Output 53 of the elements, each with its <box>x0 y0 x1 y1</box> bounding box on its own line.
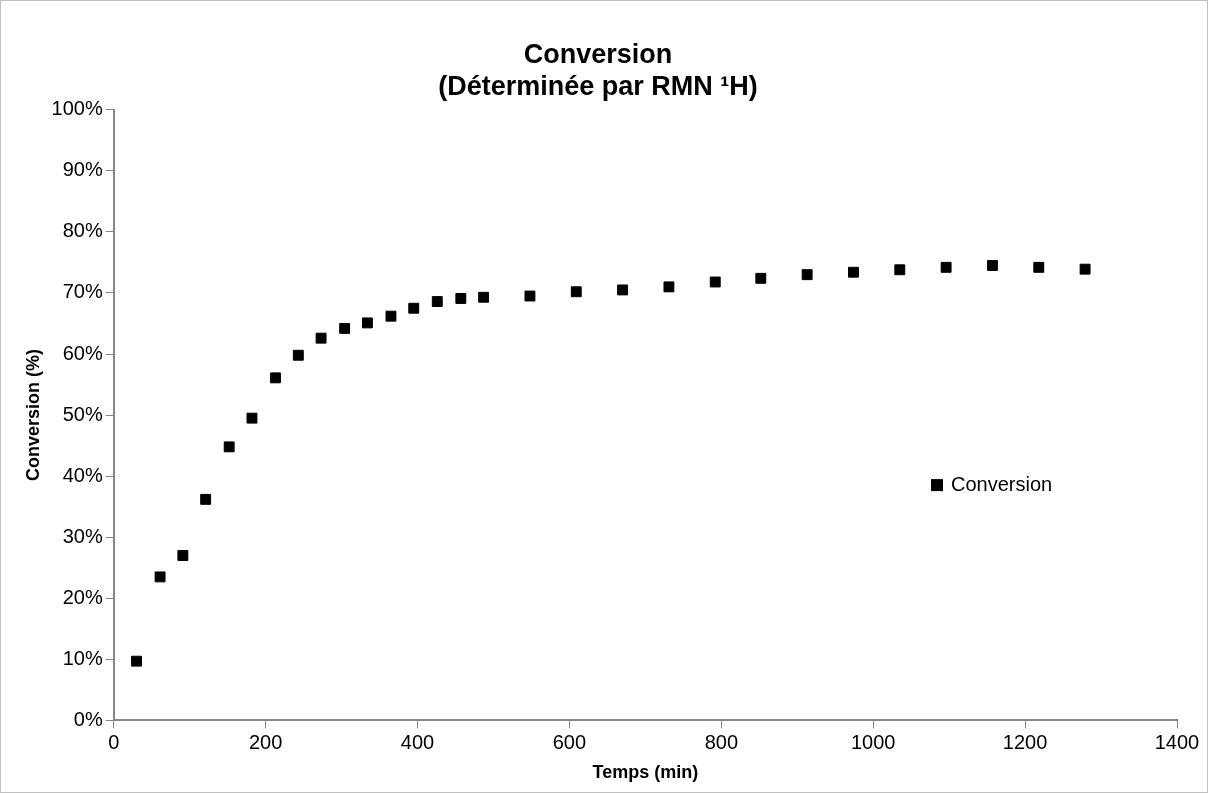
point <box>524 290 536 302</box>
legend-label: Conversion <box>951 472 1053 495</box>
y-axis-title: Conversion (%) <box>22 349 43 482</box>
y-tick-label: 0% <box>73 707 103 730</box>
y-tick-label: 40% <box>62 463 103 486</box>
x-tick-label: 800 <box>704 730 739 753</box>
y-tick-label: 10% <box>62 646 103 669</box>
point <box>292 349 304 361</box>
point <box>1033 261 1045 273</box>
point <box>478 291 490 303</box>
point <box>315 332 327 344</box>
y-tick-label: 30% <box>62 524 103 547</box>
point <box>755 272 767 284</box>
point <box>848 266 859 278</box>
point <box>894 264 906 276</box>
point <box>663 281 675 293</box>
point <box>570 286 582 298</box>
point <box>131 655 142 667</box>
point <box>940 261 952 273</box>
x-axis-title: Temps (min) <box>592 762 699 783</box>
point <box>801 269 813 281</box>
y-tick-label: 100% <box>51 97 103 120</box>
point <box>709 276 721 288</box>
point <box>154 571 166 583</box>
x-tick-label: 200 <box>248 730 283 753</box>
y-tick-label: 20% <box>62 585 103 608</box>
text: Conversion <box>523 38 673 69</box>
x-tick-label: 1200 <box>1002 730 1048 753</box>
point <box>987 260 998 271</box>
point <box>177 550 189 561</box>
point <box>617 284 629 296</box>
x-tick-label: 400 <box>400 730 435 753</box>
y-tick-label: 60% <box>62 341 103 364</box>
point <box>270 372 281 384</box>
point <box>455 293 467 304</box>
point <box>200 493 212 505</box>
point <box>1079 263 1091 275</box>
x-tick-label: 1400 <box>1154 730 1200 753</box>
point <box>385 310 397 322</box>
y-tick-label: 90% <box>62 158 103 181</box>
point <box>431 296 443 307</box>
point <box>408 302 420 314</box>
y-tick-label: 70% <box>62 280 103 303</box>
text: (Déterminée par RMN ¹H) <box>438 71 758 102</box>
point <box>361 317 373 329</box>
y-tick-label: 80% <box>62 219 103 242</box>
point <box>246 412 258 424</box>
y-tick-label: 50% <box>62 402 103 425</box>
point <box>223 441 235 453</box>
point <box>339 322 351 334</box>
x-tick-label: 0 <box>108 730 120 753</box>
x-tick-label: 600 <box>552 730 587 753</box>
x-tick-label: 1000 <box>850 730 896 753</box>
